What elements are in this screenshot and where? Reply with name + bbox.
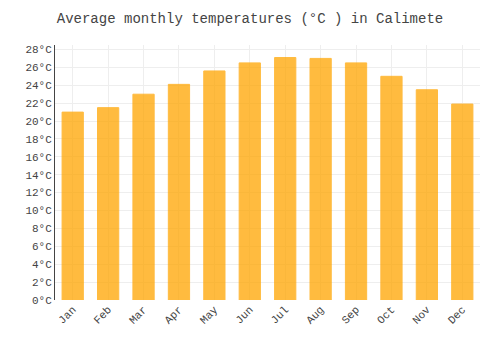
svg-text:6°C: 6°C xyxy=(32,241,52,253)
svg-text:Sep: Sep xyxy=(340,304,362,326)
svg-text:8°C: 8°C xyxy=(32,223,52,235)
svg-text:14°C: 14°C xyxy=(25,170,52,182)
svg-text:12°C: 12°C xyxy=(25,187,52,199)
svg-text:May: May xyxy=(198,304,221,327)
svg-text:20°C: 20°C xyxy=(25,116,52,128)
svg-text:22°C: 22°C xyxy=(25,98,52,110)
svg-text:Average monthly temperatures (: Average monthly temperatures (°C ) in Ca… xyxy=(57,11,443,27)
svg-text:16°C: 16°C xyxy=(25,152,52,164)
svg-text:Jun: Jun xyxy=(233,304,255,326)
svg-text:Aug: Aug xyxy=(304,304,326,326)
svg-text:Jan: Jan xyxy=(56,304,78,326)
svg-text:Apr: Apr xyxy=(162,304,184,326)
svg-text:Feb: Feb xyxy=(92,304,114,326)
svg-text:18°C: 18°C xyxy=(25,134,52,146)
svg-text:2°C: 2°C xyxy=(32,277,52,289)
svg-text:10°C: 10°C xyxy=(25,205,52,217)
svg-text:Oct: Oct xyxy=(375,304,397,326)
svg-text:Dec: Dec xyxy=(446,304,468,326)
svg-text:26°C: 26°C xyxy=(25,62,52,74)
svg-text:Mar: Mar xyxy=(127,304,149,326)
svg-text:Nov: Nov xyxy=(410,304,433,327)
svg-text:24°C: 24°C xyxy=(25,80,52,92)
svg-text:Jul: Jul xyxy=(269,304,291,326)
svg-text:4°C: 4°C xyxy=(32,259,52,271)
svg-text:28°C: 28°C xyxy=(25,44,52,56)
svg-text:0°C: 0°C xyxy=(32,295,52,307)
